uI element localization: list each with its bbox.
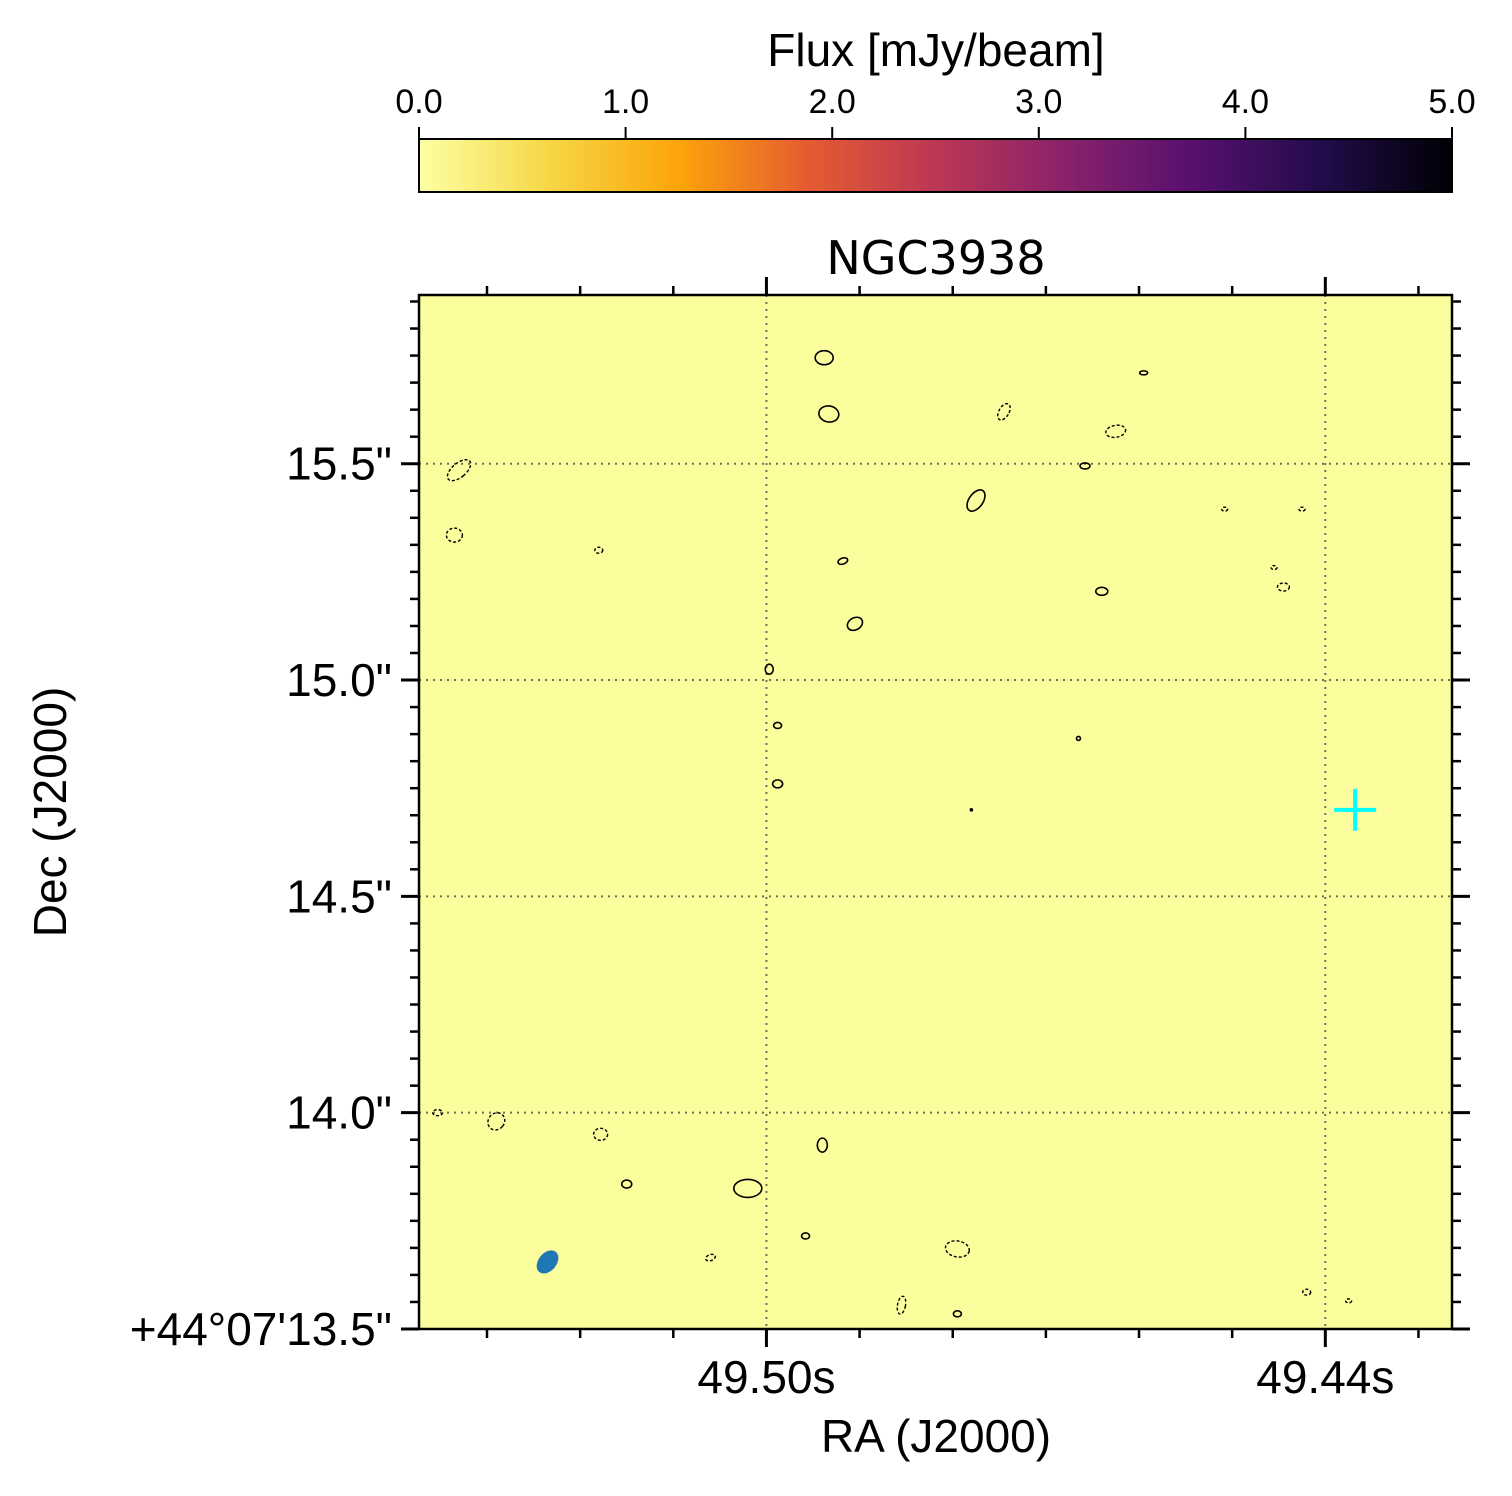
contour-positive — [969, 808, 974, 812]
contour-positive — [1094, 586, 1109, 597]
contour-negative — [1486, 894, 1490, 898]
colorbar-tick-label: 0.0 — [395, 83, 442, 121]
contour-positive — [1075, 735, 1082, 742]
colorbar-label: Flux [mJy/beam] — [767, 24, 1104, 76]
contour-positive — [764, 663, 775, 676]
markers — [536, 788, 1377, 1274]
contour-negative — [1276, 582, 1291, 592]
colorbar-tick-label: 2.0 — [809, 83, 856, 121]
contour-negative — [896, 1295, 907, 1315]
colorbar-tick-labels: 0.0 1.0 2.0 3.0 4.0 5.0 — [395, 83, 1475, 121]
x-axis-label: RA (J2000) — [821, 1410, 1051, 1462]
contour-negative — [445, 527, 464, 543]
y-tick-label: 14.0" — [286, 1087, 392, 1139]
cross-marker — [1334, 788, 1377, 831]
colorbar-tick-label: 1.0 — [602, 83, 649, 121]
contour-positive — [771, 779, 784, 789]
contour-negative — [594, 546, 604, 554]
contour-negative — [431, 1108, 444, 1117]
y-tick-labels: +44°07'13.5" 14.0" 14.5" 15.0" 15.5" — [130, 438, 392, 1355]
plot-area — [401, 277, 1490, 1347]
contour-positive — [800, 1232, 811, 1240]
contour-positive — [837, 556, 849, 566]
colorbar-gradient — [418, 138, 1453, 193]
y-tick-label: 15.0" — [286, 654, 392, 706]
y-axis-label: Dec (J2000) — [24, 687, 76, 938]
contour-negative — [944, 1240, 970, 1258]
contours — [431, 349, 1490, 1318]
contour-negative — [705, 1253, 717, 1262]
y-tick-label: 15.5" — [286, 438, 392, 490]
contour-positive — [952, 1310, 963, 1318]
contour-positive — [772, 721, 783, 730]
contour-positive — [1079, 462, 1091, 470]
contour-positive — [620, 1179, 633, 1189]
colorbar-tick-label: 3.0 — [1015, 83, 1062, 121]
beam-ellipse — [536, 1250, 559, 1274]
grid-lines — [419, 295, 1452, 1329]
contour-negative — [592, 1127, 609, 1142]
map-noise-texture — [419, 295, 1452, 1329]
colorbar-ticks — [418, 127, 1453, 139]
contour-positive — [966, 489, 986, 512]
contour-negative — [487, 1112, 506, 1131]
contour-negative — [1301, 1288, 1312, 1296]
contour-positive — [846, 616, 864, 632]
colorbar-tick-label: 4.0 — [1222, 83, 1269, 121]
contour-positive — [816, 1137, 829, 1153]
x-tick-label: 49.44s — [1256, 1351, 1394, 1403]
contour-negative — [1298, 506, 1306, 512]
chart-title: NGC3938 — [826, 231, 1045, 285]
colorbar-tick-label: 5.0 — [1428, 83, 1475, 121]
y-tick-label: 14.5" — [286, 870, 392, 922]
plot-frame — [417, 293, 1454, 1331]
x-tick-label: 49.50s — [697, 1351, 835, 1403]
contour-positive — [1138, 370, 1149, 376]
colorbar: Flux [mJy/beam] 0.0 1.0 2.0 3.0 4.0 5.0 — [395, 24, 1476, 193]
contour-negative — [1105, 424, 1127, 439]
y-tick-label: +44°07'13.5" — [130, 1303, 392, 1355]
contour-negative — [1270, 564, 1278, 571]
contour-negative — [1221, 506, 1229, 512]
contour-negative — [446, 459, 472, 482]
contour-positive — [818, 405, 840, 423]
contour-positive — [733, 1178, 763, 1199]
axis-ticks — [401, 277, 1470, 1347]
contour-positive — [814, 349, 834, 366]
contour-negative — [1344, 1298, 1353, 1304]
contour-negative — [997, 402, 1011, 421]
